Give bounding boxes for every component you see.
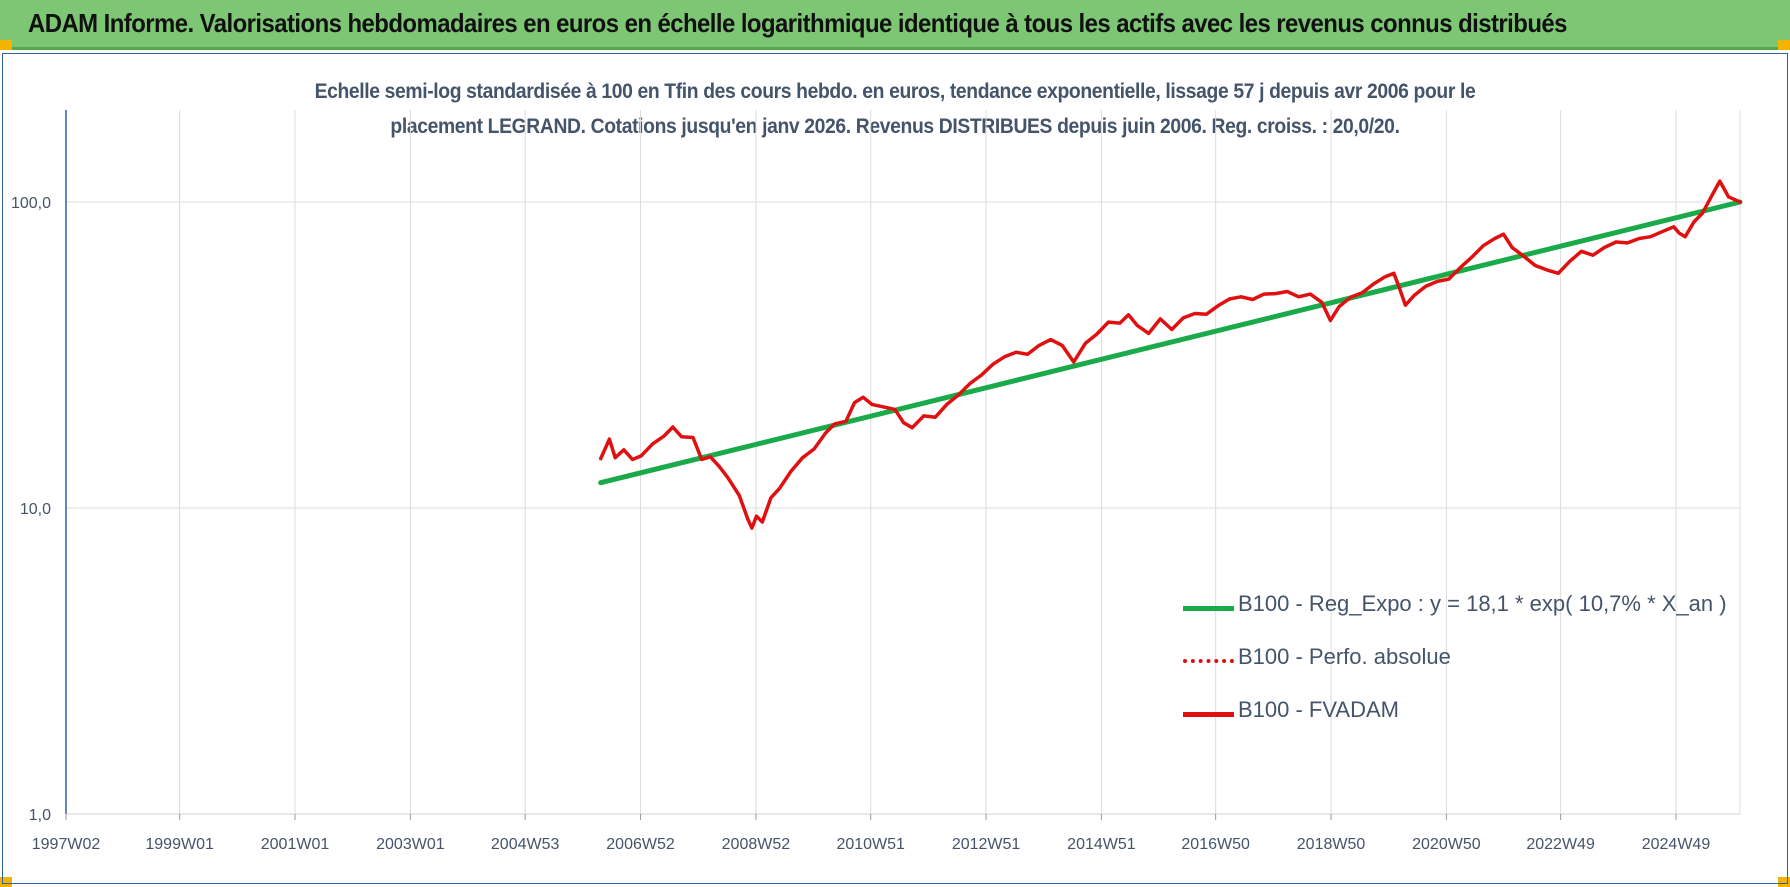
x-tick-label: 2006W52 [606,836,675,853]
x-tick-label: 1997W02 [32,836,101,853]
corner-marker-bottom-left [0,877,12,887]
x-tick-label: 2018W50 [1297,836,1366,853]
corner-marker-top-left [0,40,12,50]
x-tick-label: 2003W01 [376,836,445,853]
chart-title: Echelle semi-log standardisée à 100 en T… [0,74,1790,144]
corner-marker-top-right [1778,40,1790,50]
x-tick-label: 2012W51 [952,836,1021,853]
report-banner: ADAM Informe. Valorisations hebdomadaire… [0,0,1790,50]
x-tick-label: 2022W49 [1526,836,1595,853]
y-tick-label: 100,0 [11,195,51,212]
legend-swatch-reg-expo [1183,606,1234,611]
y-axis-ticks: 1,0 10,0 100,0 [11,195,51,824]
x-tick-label: 1999W01 [145,836,214,853]
y-tick-label: 1,0 [29,807,51,824]
x-tick-label: 2020W50 [1412,836,1481,853]
x-tick-label: 2016W50 [1181,836,1250,853]
chart-frame [2,53,1788,884]
series-line-fvadam [598,179,1742,530]
legend-label-perfo-absolue: B100 - Perfo. absolue [1238,644,1451,669]
x-tick-label: 2010W51 [836,836,905,853]
x-tick-label: 2014W51 [1067,836,1136,853]
x-tick-label: 2024W49 [1642,836,1711,853]
x-tick-label: 2004W53 [491,836,560,853]
x-tick-label: 2001W01 [261,836,330,853]
x-tick-label: 2008W52 [722,836,791,853]
corner-marker-bottom-right [1778,877,1790,887]
series-lines [598,179,1743,530]
legend-swatch-perfo-absolue [1183,659,1234,663]
chart-title-line-1: Echelle semi-log standardisée à 100 en T… [314,80,1476,103]
y-tick-label: 10,0 [20,501,51,518]
grid-lines [66,110,1741,815]
report-title: ADAM Informe. Valorisations hebdomadaire… [28,8,1567,38]
legend-label-reg-expo: B100 - Reg_Expo : y = 18,1 * exp( 10,7% … [1238,591,1727,616]
series-line-reg-expo [598,199,1743,486]
legend-label-fvadam: B100 - FVADAM [1238,697,1399,722]
chart-title-line-2: placement LEGRAND. Cotations jusqu'en ja… [390,115,1400,138]
legend-swatch-fvadam [1183,712,1234,717]
x-axis-ticks: 1997W02 1999W01 2001W01 2003W01 2004W53 2006W… [32,814,1711,853]
